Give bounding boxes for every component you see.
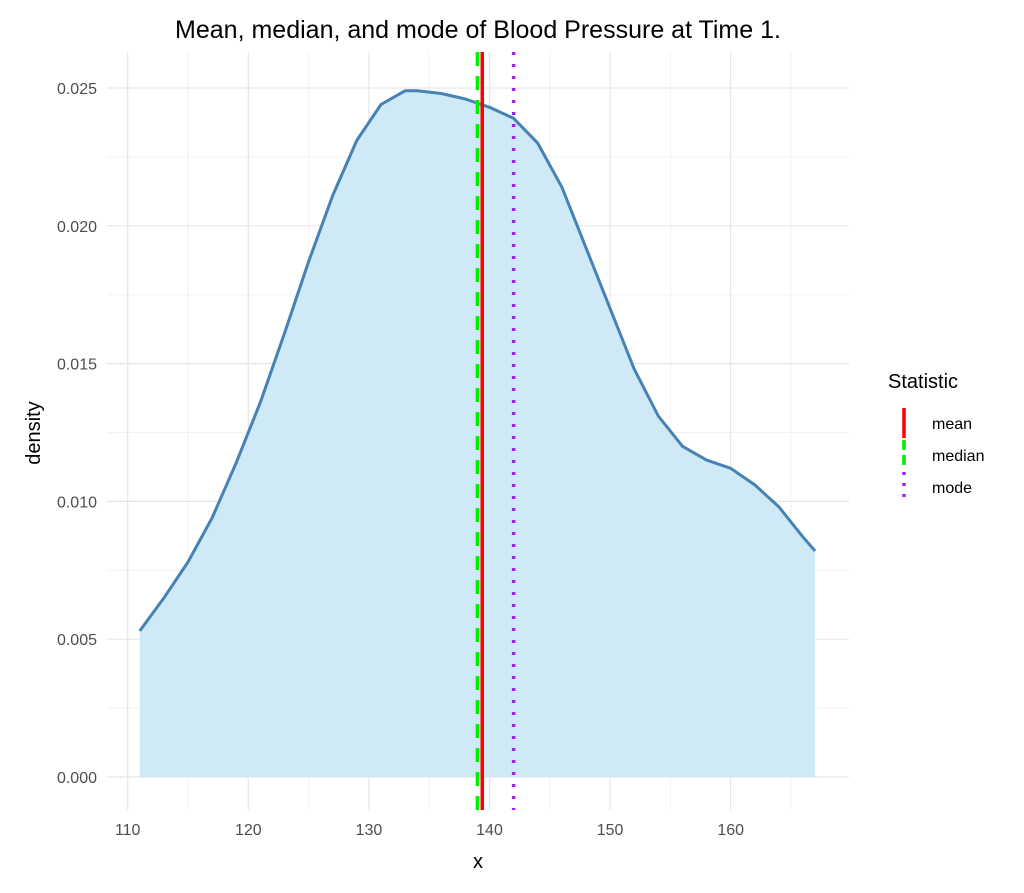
legend-title: Statistic	[888, 371, 958, 393]
y-tick-label: 0.010	[57, 494, 97, 511]
chart-title: Mean, median, and mode of Blood Pressure…	[175, 16, 781, 44]
x-tick-label: 150	[597, 822, 624, 839]
x-tick-label: 120	[235, 822, 262, 839]
statistic-lines	[475, 52, 516, 810]
y-tick-label: 0.015	[57, 357, 97, 374]
density-area	[138, 89, 817, 778]
y-axis-label: density	[23, 401, 45, 464]
y-tick-label: 0.005	[57, 632, 97, 649]
y-tick-label: 0.020	[57, 219, 97, 236]
x-tick-label: 160	[717, 822, 744, 839]
x-tick-label: 110	[115, 822, 141, 839]
density-fill	[139, 90, 816, 778]
legend: Statistic mean median mode	[888, 371, 984, 502]
y-axis: 0.000 0.005 0.010 0.015 0.020 0.025	[57, 81, 97, 787]
y-tick-label: 0.025	[57, 81, 97, 98]
x-tick-label: 130	[356, 822, 383, 839]
legend-label-mean: mean	[932, 416, 972, 433]
x-axis: 110 120 130 140 150 160	[115, 822, 744, 839]
y-tick-label: 0.000	[57, 770, 97, 787]
legend-label-median: median	[932, 448, 984, 465]
x-tick-label: 140	[476, 822, 503, 839]
x-axis-label: x	[473, 851, 483, 873]
legend-label-mode: mode	[932, 480, 972, 497]
